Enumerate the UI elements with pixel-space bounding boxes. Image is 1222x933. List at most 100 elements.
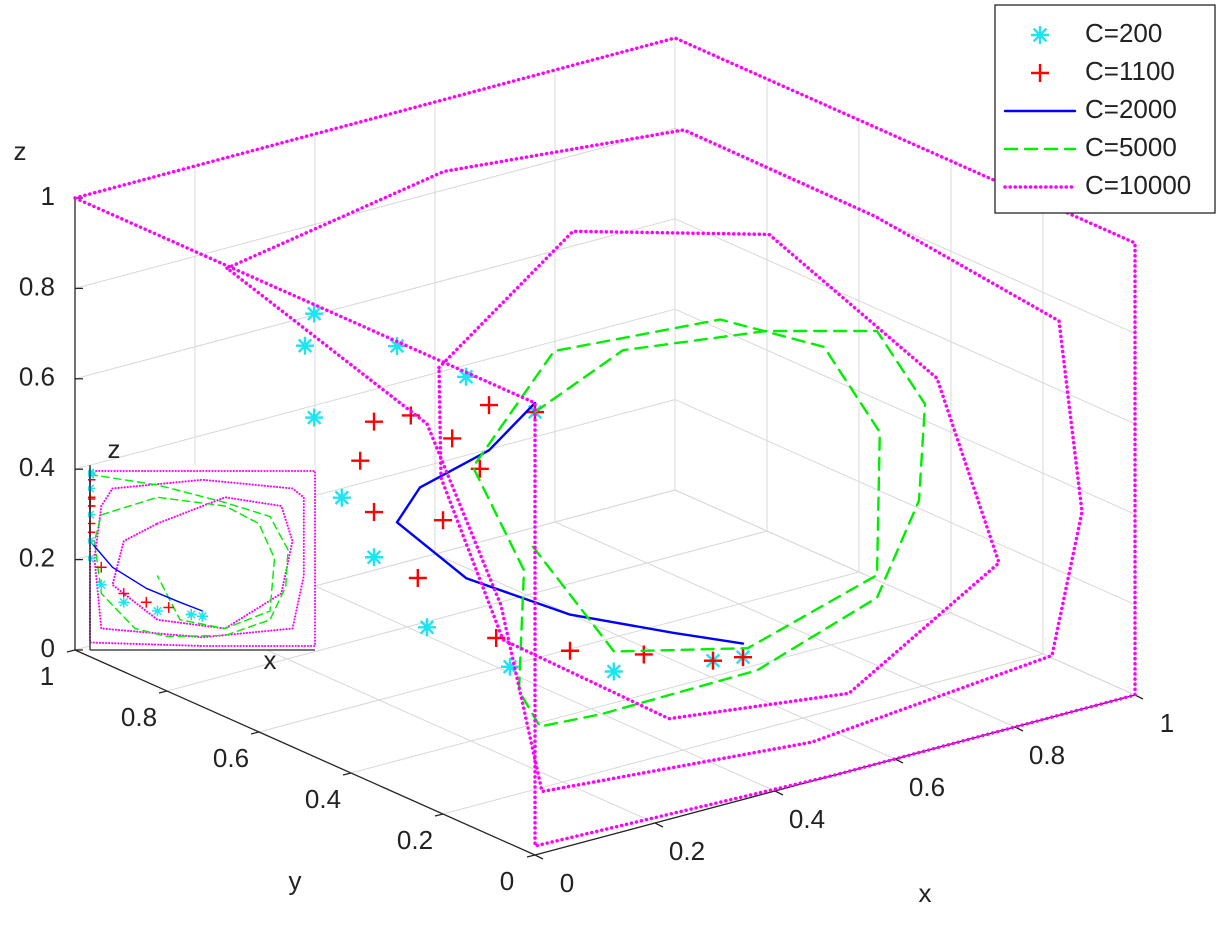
grid-line [674,308,1136,515]
series-marker [118,596,130,608]
z-tick-label: 0.4 [19,452,55,482]
y-tick [250,731,260,735]
x-tick-label: 0.6 [909,772,945,802]
series-line [73,36,1137,848]
x-tick [654,822,664,828]
inset: xz [88,434,317,675]
y-tick-label: 0.6 [213,743,249,773]
series-marker [95,579,107,591]
series-marker [365,503,383,522]
y-axis-label: y [289,865,302,895]
grid-line [442,653,1044,815]
y-axis-line [74,649,536,856]
y-tick [158,690,168,694]
marker-shape [480,396,498,415]
grid-line [674,218,1136,425]
marker-shape [401,406,420,425]
series-marker [152,605,163,617]
series-line [395,401,745,645]
series-marker [305,408,324,427]
marker-shape [305,408,324,427]
y-tick [434,813,444,817]
legend-swatch [1031,26,1049,44]
series-marker [305,304,324,323]
x-tick [1134,694,1144,700]
series-marker [388,337,406,356]
z-tick-label: 0.8 [19,271,55,301]
series-marker [163,602,175,613]
grid-line [674,489,1136,696]
series-marker [734,648,752,667]
marker-shape [197,610,208,622]
marker-shape [185,609,197,620]
z-tick-label: 1 [41,181,55,211]
grid-line [554,521,1016,728]
plot-area [73,36,1137,848]
y-tick-label: 0.8 [121,702,157,732]
legend-label: C=1100 [1085,56,1175,86]
y-tick [66,649,76,653]
marker-shape [561,641,579,660]
inset-y-label: z [108,434,121,464]
series-marker [457,367,475,386]
y-tick [342,772,352,776]
series-marker [561,641,579,660]
z-tick-label: 0 [41,633,55,663]
marker-shape [408,569,427,587]
marker-shape [152,605,163,617]
grid-line [166,530,768,692]
marker-shape [487,629,506,647]
series-marker [351,451,370,470]
legend-label: C=10000 [1085,170,1191,200]
grid-line [674,127,1136,334]
series-marker [443,429,462,448]
series-marker [140,596,152,608]
marker-shape [118,596,130,608]
z-tick-label: 0.2 [19,542,55,572]
grid-line [194,617,656,824]
y-tick-label: 1 [40,661,54,691]
series-marker [401,406,420,425]
marker-shape [296,336,314,355]
z-tick-label: 0.6 [19,362,55,392]
y-tick [526,854,536,858]
z-axis-label: z [14,136,27,166]
series-marker [487,629,506,647]
legend: C=200 C=1100 C=2000 C=5000 C=10000 [994,4,1216,214]
series-marker [296,336,314,355]
series-marker [95,561,107,573]
marker-shape [604,662,623,681]
grid-line [258,571,860,733]
series-marker [185,609,197,620]
series-marker [480,396,498,415]
grid-line [74,218,676,380]
series-marker [197,610,208,622]
series-line [89,473,289,638]
inset-x-label: x [264,645,277,675]
x-tick-label: 0.2 [669,836,705,866]
series-marker [408,569,427,587]
marker-shape [457,367,475,386]
series-marker [604,662,623,681]
marker-shape [95,579,107,591]
marker-shape [365,412,383,431]
series-marker [418,618,436,637]
series-marker [434,511,452,530]
series-marker [332,488,351,507]
x-tick [774,790,784,796]
legend-box [994,4,1216,214]
series-marker [634,645,653,664]
series-marker [365,548,383,567]
x-tick-label: 0 [560,868,574,898]
marker-shape [418,618,436,637]
marker-shape [443,429,462,448]
marker-shape [365,548,383,567]
marker-shape [365,503,383,522]
series-marker [501,657,519,676]
marker-shape [501,657,519,676]
marker-shape [704,651,722,670]
series-marker [704,651,722,670]
x-axis-label: x [919,878,932,908]
marker-shape [388,337,406,356]
